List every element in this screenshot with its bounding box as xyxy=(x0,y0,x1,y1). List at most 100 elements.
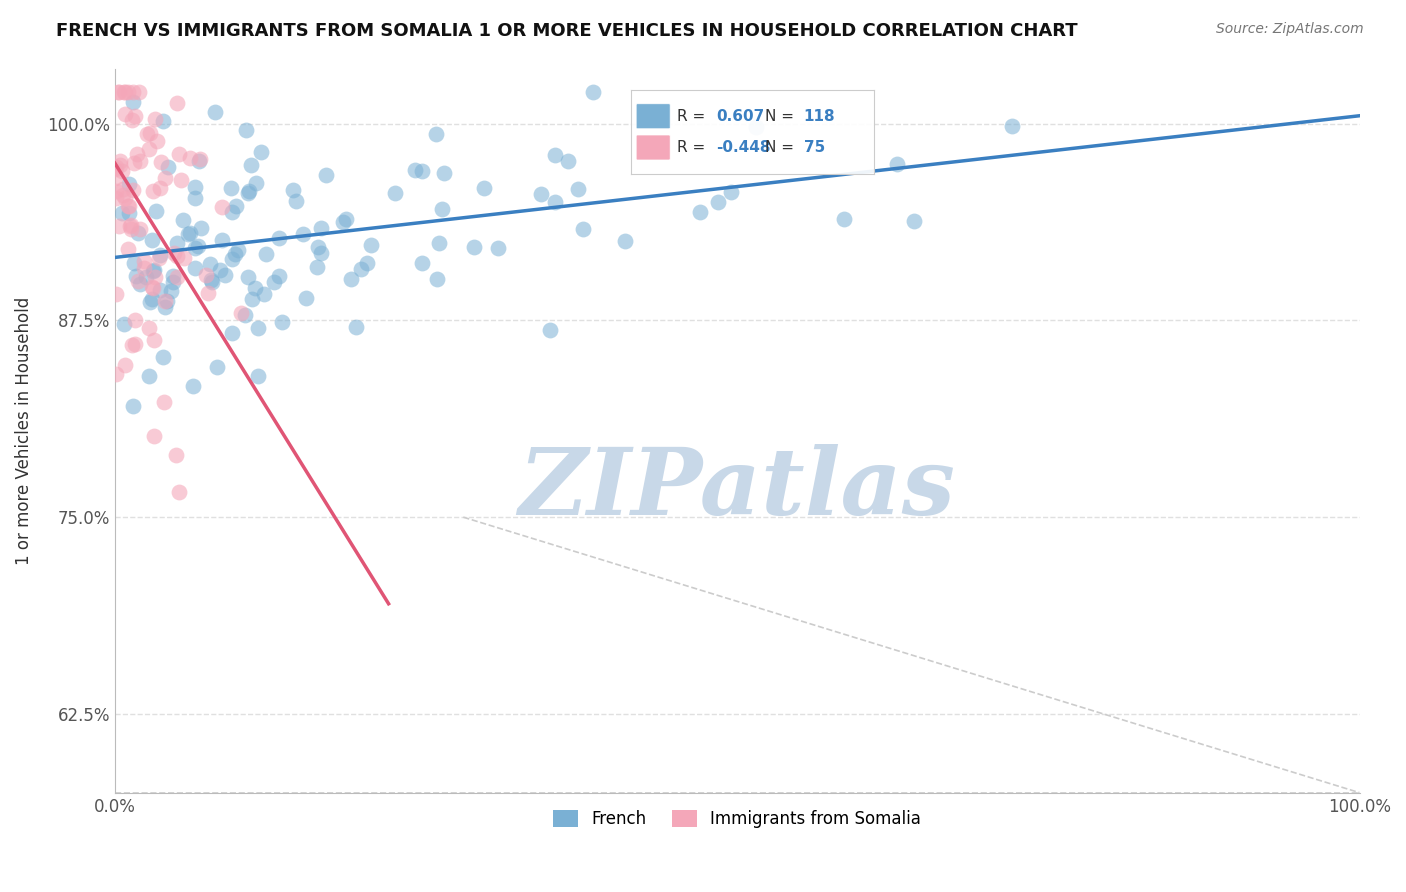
Point xyxy=(281,183,304,197)
Point xyxy=(190,152,212,166)
Point xyxy=(118,219,141,233)
Point xyxy=(544,195,567,210)
Point xyxy=(104,161,127,176)
Point xyxy=(179,226,201,240)
Point xyxy=(107,85,129,99)
Point xyxy=(344,320,367,334)
Point xyxy=(488,241,510,255)
Point xyxy=(411,163,433,178)
Point xyxy=(295,292,318,306)
Point xyxy=(120,222,142,236)
Point xyxy=(229,306,252,320)
Point xyxy=(250,145,273,159)
Point xyxy=(886,157,908,171)
Point xyxy=(166,270,188,285)
Point xyxy=(104,160,127,174)
Point xyxy=(233,308,256,322)
Point xyxy=(128,85,150,99)
Point xyxy=(134,261,156,276)
Point xyxy=(139,127,162,141)
Point xyxy=(614,235,637,249)
Point xyxy=(228,243,250,257)
Point xyxy=(263,275,285,289)
Point xyxy=(463,240,485,254)
Point xyxy=(173,252,195,266)
Point xyxy=(114,85,136,99)
Point xyxy=(305,260,328,275)
Point xyxy=(184,242,207,256)
Point xyxy=(128,154,150,169)
Point xyxy=(209,262,232,277)
Point xyxy=(204,104,226,119)
Point xyxy=(121,113,143,128)
Point xyxy=(104,171,127,186)
Point xyxy=(425,127,447,141)
Point xyxy=(132,254,155,268)
Point xyxy=(149,248,172,262)
Point xyxy=(152,114,174,128)
Point xyxy=(411,256,433,270)
Point xyxy=(141,233,163,247)
Point xyxy=(254,247,277,261)
Point xyxy=(112,85,135,99)
Text: Source: ZipAtlas.com: Source: ZipAtlas.com xyxy=(1216,22,1364,37)
Point xyxy=(170,173,193,187)
Point xyxy=(110,164,132,178)
Point xyxy=(315,168,337,182)
Point xyxy=(707,194,730,209)
Point xyxy=(142,334,165,348)
Point xyxy=(214,268,236,282)
Point xyxy=(112,188,135,202)
Point xyxy=(235,123,257,137)
Point xyxy=(267,268,290,283)
Point xyxy=(544,148,567,162)
Point xyxy=(110,154,132,169)
Point xyxy=(122,400,145,414)
Point xyxy=(240,158,263,172)
Point xyxy=(150,155,173,169)
Point xyxy=(117,177,139,191)
Point xyxy=(124,313,146,327)
Point xyxy=(432,166,454,180)
Legend: French, Immigrants from Somalia: French, Immigrants from Somalia xyxy=(547,804,928,835)
Point xyxy=(198,257,221,271)
Point xyxy=(384,186,406,200)
Point xyxy=(166,236,188,251)
Point xyxy=(142,185,165,199)
Point xyxy=(141,292,163,306)
Point xyxy=(360,238,382,252)
Point xyxy=(832,212,855,227)
Point xyxy=(114,107,136,121)
Point xyxy=(430,202,453,216)
Point xyxy=(349,262,371,277)
Point xyxy=(127,274,149,288)
Point xyxy=(108,85,131,99)
Point xyxy=(582,85,605,99)
Point xyxy=(190,220,212,235)
Point xyxy=(143,269,166,284)
Point xyxy=(530,187,553,202)
Point xyxy=(149,283,172,297)
Point xyxy=(311,220,333,235)
Point xyxy=(114,191,136,205)
Point xyxy=(211,233,233,247)
Point xyxy=(166,249,188,263)
Point xyxy=(165,449,187,463)
Point xyxy=(689,205,711,219)
Point xyxy=(153,394,176,409)
Point xyxy=(129,277,152,291)
Point xyxy=(162,275,184,289)
Point xyxy=(110,158,132,172)
Point xyxy=(205,359,228,374)
Point xyxy=(243,281,266,295)
Point xyxy=(124,109,146,123)
Point xyxy=(153,293,176,308)
Point xyxy=(183,379,205,393)
Point xyxy=(117,199,139,213)
Point xyxy=(141,280,163,294)
Point xyxy=(145,134,167,148)
Text: FRENCH VS IMMIGRANTS FROM SOMALIA 1 OR MORE VEHICLES IN HOUSEHOLD CORRELATION CH: FRENCH VS IMMIGRANTS FROM SOMALIA 1 OR M… xyxy=(56,22,1078,40)
Point xyxy=(145,203,167,218)
Point xyxy=(225,199,247,213)
Point xyxy=(356,256,378,270)
